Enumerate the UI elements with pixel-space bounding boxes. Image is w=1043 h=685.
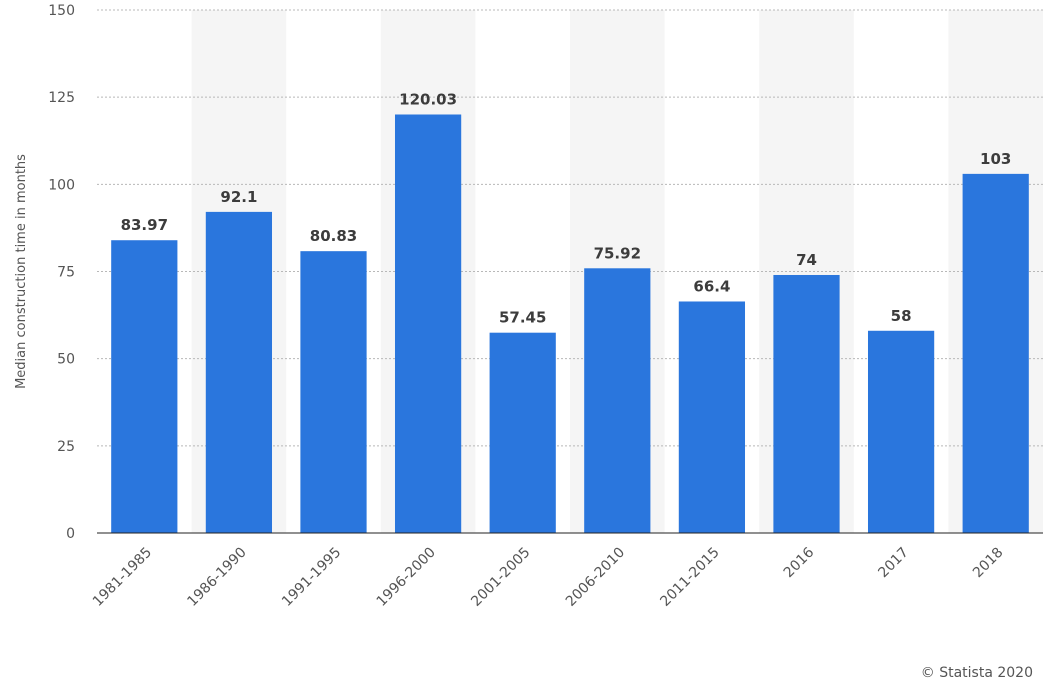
y-tick-label: 100 [48,177,75,193]
bar [111,240,178,533]
bar [300,251,367,533]
x-tick-label: 1986-1990 [184,545,249,610]
data-label: 92.1 [220,188,257,206]
data-label: 83.97 [121,216,168,234]
y-tick-label: 150 [48,3,75,19]
bar [678,301,746,533]
bar [394,114,462,534]
x-axis-tick-labels: 1981-1985 1986-1990 1991-1995 1996-2000 2001… [90,544,1007,609]
y-tick-label: 125 [48,90,75,106]
x-tick-label: 2016 [781,544,818,581]
x-tick-label: 2011-2015 [657,545,722,610]
data-labels: 83.97 92.1 80.83 120.03 57.45 75.92 66.4 74 58 10… [121,90,1012,326]
x-tick-label: 2017 [875,545,912,582]
data-label: 57.45 [499,309,546,327]
data-label: 74 [796,251,817,269]
bars [111,114,1029,534]
x-tick-label: 2006-2010 [563,545,628,610]
data-label: 103 [980,150,1011,168]
y-tick-label: 0 [66,526,75,542]
data-label: 66.4 [693,277,730,295]
y-tick-label: 75 [57,265,75,281]
bar [584,268,651,533]
data-label: 75.92 [594,244,641,262]
x-tick-label: 2001-2005 [468,545,533,610]
data-label: 80.83 [310,227,357,245]
y-tick-label: 50 [57,352,75,368]
x-tick-label: 1991-1995 [279,545,344,610]
bar [867,330,935,533]
source-credit: © Statista 2020 [920,665,1033,681]
x-tick-label: 1981-1985 [90,545,155,610]
y-tick-label: 25 [57,439,75,455]
y-axis-tick-labels: 0 25 50 75 100 125 150 [48,3,75,542]
y-axis-label: Median construction time in months [14,154,29,389]
x-tick-label: 2018 [970,545,1007,582]
data-label: 120.03 [399,90,457,108]
bar [489,332,556,533]
data-label: 58 [891,307,912,325]
bar [962,173,1029,533]
x-tick-label: 1996-2000 [374,545,439,610]
bar [205,211,273,534]
bar [773,274,840,533]
